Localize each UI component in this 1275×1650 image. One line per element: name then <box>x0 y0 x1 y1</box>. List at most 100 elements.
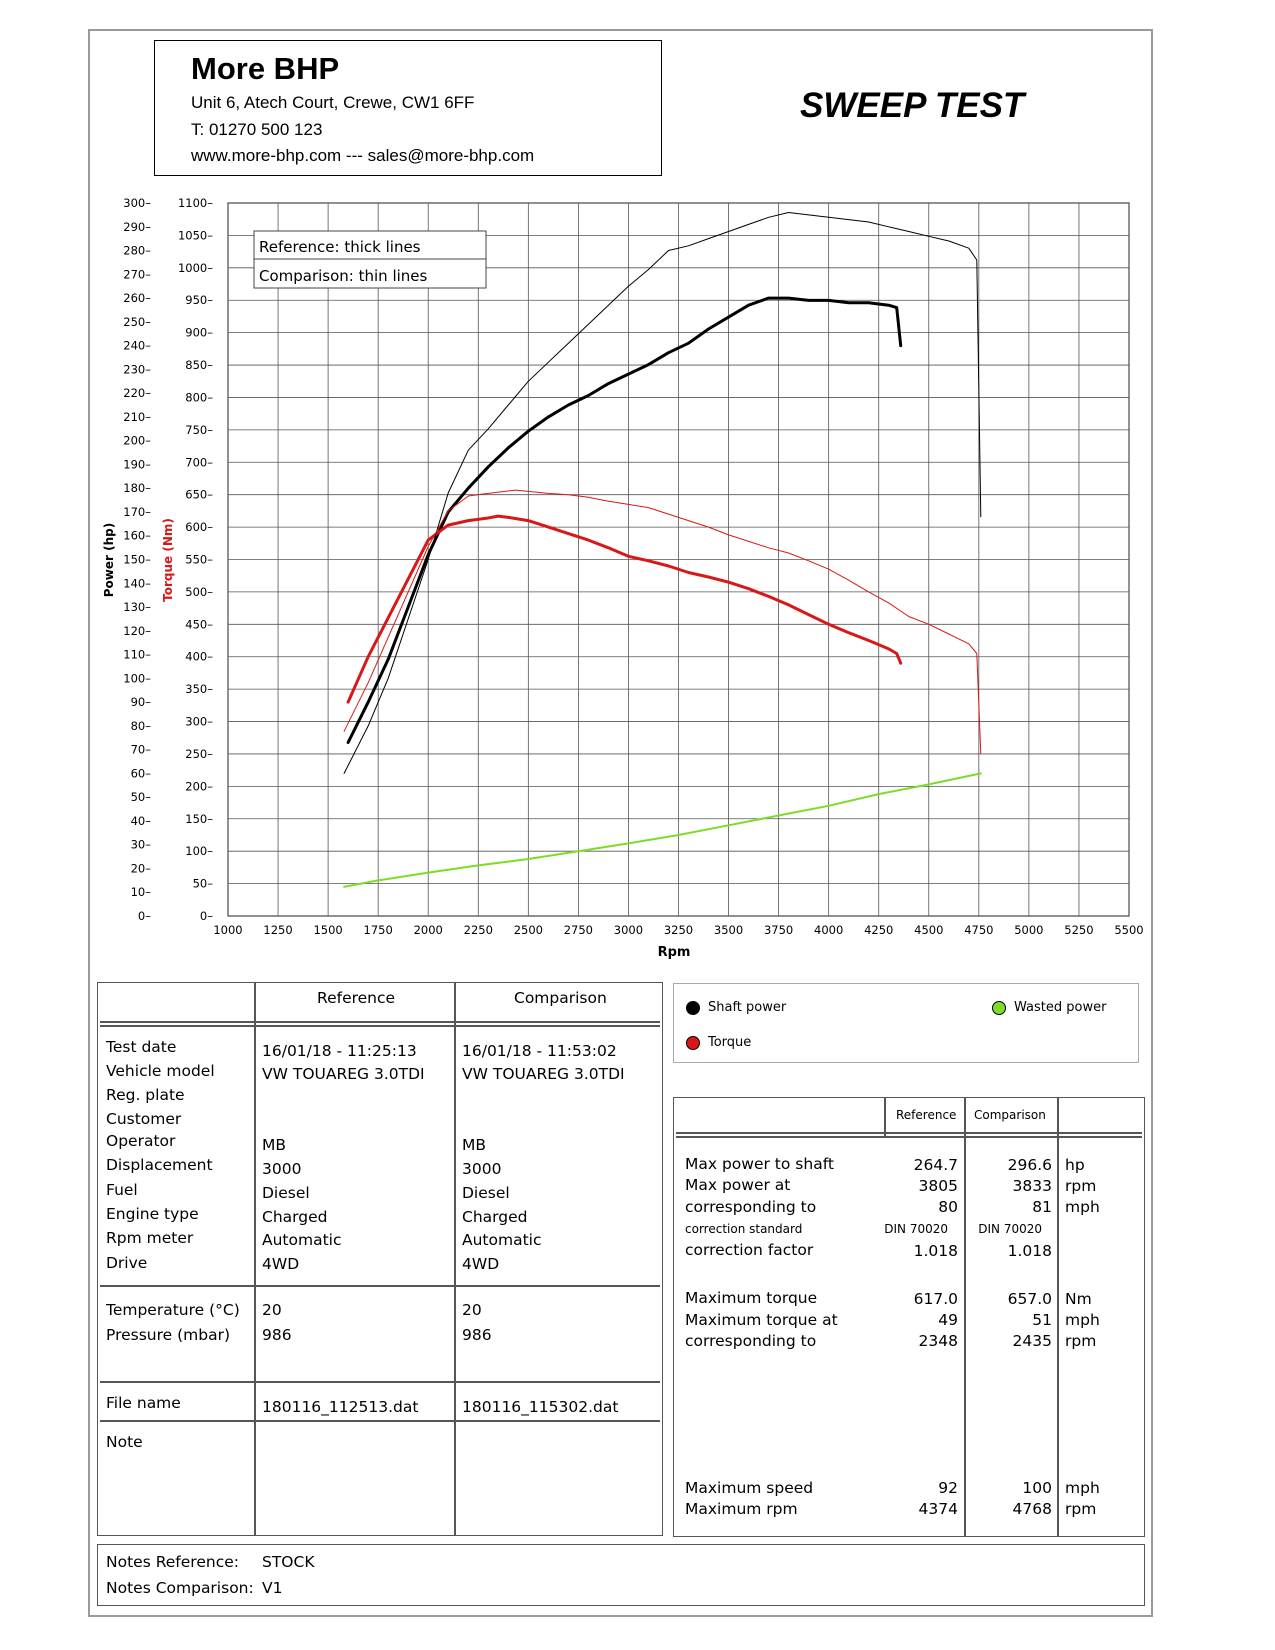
x-tick-label: 3250 <box>664 923 693 937</box>
notes-box: Notes Reference: STOCK Notes Comparison:… <box>97 1544 1145 1606</box>
ref-max-power-rpm: 3805 <box>918 1177 958 1195</box>
ref-max-torque: 617.0 <box>913 1290 958 1308</box>
label-temperature: Temperature (°C) <box>106 1301 240 1319</box>
cmp-test-date: 16/01/18 - 11:53:02 <box>462 1042 617 1060</box>
torque-tick-label: 900– <box>185 326 213 340</box>
cmp-power-speed: 81 <box>1032 1198 1052 1216</box>
label-correction-standard: correction standard <box>685 1222 803 1236</box>
label-max-power: Max power to shaft <box>685 1155 834 1173</box>
torque-tick-label: 200– <box>185 779 213 793</box>
torque-tick-label: 950– <box>185 293 213 307</box>
label-test-date: Test date <box>106 1038 177 1056</box>
power-tick-label: 230– <box>123 362 151 376</box>
power-tick-label: 120– <box>123 624 151 638</box>
series-legend: Shaft power Torque Wasted power <box>673 983 1139 1063</box>
x-tick-label: 3500 <box>714 923 743 937</box>
company-address: Unit 6, Atech Court, Crewe, CW1 6FF <box>191 93 475 112</box>
reference-shaft-power-line <box>346 296 903 744</box>
cmp-max-power: 296.6 <box>1007 1156 1052 1174</box>
ref-standard: DIN 70020 <box>884 1222 948 1236</box>
x-tick-label: 1250 <box>263 923 292 937</box>
power-tick-label: 0– <box>138 909 151 923</box>
ref-torque-speed: 49 <box>938 1311 958 1329</box>
notes-reference-label: Notes Reference: <box>106 1553 239 1571</box>
power-tick-label: 180– <box>123 481 151 495</box>
torque-tick-label: 350– <box>185 682 213 696</box>
notes-comparison-label: Notes Comparison: <box>106 1579 254 1597</box>
cmp-file-name: 180116_115302.dat <box>462 1398 619 1416</box>
power-tick-label: 40– <box>131 814 152 828</box>
ref-engine-type: Charged <box>262 1208 328 1226</box>
torque-tick-label: 600– <box>185 520 213 534</box>
torque-tick-label: 450– <box>185 617 213 631</box>
x-axis-label: Rpm <box>658 945 691 960</box>
legend-shaft-power: Shaft power <box>708 1000 787 1015</box>
label-rpm-meter: Rpm meter <box>106 1229 194 1247</box>
power-tick-label: 90– <box>131 695 152 709</box>
label-max-power-at: Max power at <box>685 1176 791 1194</box>
label-customer: Customer <box>106 1110 182 1128</box>
ref-displacement: 3000 <box>262 1160 302 1178</box>
x-tick-label: 4750 <box>964 923 993 937</box>
power-tick-label: 160– <box>123 529 151 543</box>
cmp-temperature: 20 <box>462 1301 482 1319</box>
x-tick-label: 2750 <box>564 923 593 937</box>
comparison-wasted-power-line <box>343 772 982 888</box>
ref-operator: MB <box>262 1136 287 1154</box>
unit-torque-rpm: rpm <box>1065 1332 1097 1350</box>
x-tick-label: 4000 <box>814 923 843 937</box>
legend-torque: Torque <box>708 1035 752 1050</box>
power-tick-label: 140– <box>123 576 151 590</box>
res-col-reference: Reference <box>896 1108 957 1122</box>
label-max-rpm: Maximum rpm <box>685 1500 798 1518</box>
torque-tick-label: 750– <box>185 423 213 437</box>
power-tick-label: 190– <box>123 457 151 471</box>
cmp-torque-rpm: 2435 <box>1012 1332 1052 1350</box>
label-fuel: Fuel <box>106 1181 138 1199</box>
report-title: SWEEP TEST <box>800 86 1025 125</box>
x-tick-label: 3750 <box>764 923 793 937</box>
unit-max-rpm: rpm <box>1065 1500 1097 1518</box>
label-max-torque-at: Maximum torque at <box>685 1311 838 1329</box>
label-power-corresponding: corresponding to <box>685 1198 817 1216</box>
unit-power-mph: mph <box>1065 1198 1100 1216</box>
power-tick-label: 240– <box>123 339 151 353</box>
x-tick-label: 2500 <box>514 923 543 937</box>
label-operator: Operator <box>106 1132 176 1150</box>
power-tick-label: 170– <box>123 505 151 519</box>
power-tick-label: 290– <box>123 220 151 234</box>
x-tick-label: 1000 <box>213 923 242 937</box>
torque-tick-label: 1100– <box>178 196 213 210</box>
ref-pressure: 986 <box>262 1326 292 1344</box>
res-col-comparison: Comparison <box>974 1108 1046 1122</box>
power-tick-label: 260– <box>123 291 151 305</box>
power-tick-label: 10– <box>131 885 152 899</box>
cmp-max-rpm: 4768 <box>1012 1500 1052 1518</box>
info-col-comparison: Comparison <box>514 989 607 1007</box>
line-key-reference: Reference: thick lines <box>259 238 421 256</box>
label-file-name: File name <box>106 1394 181 1412</box>
label-vehicle-model: Vehicle model <box>106 1062 215 1080</box>
torque-tick-label: 250– <box>185 747 213 761</box>
cmp-displacement: 3000 <box>462 1160 502 1178</box>
line-key-comparison: Comparison: thin lines <box>259 267 428 285</box>
cmp-torque-speed: 51 <box>1032 1311 1052 1329</box>
torque-tick-label: 50– <box>193 877 214 891</box>
cmp-operator: MB <box>462 1136 487 1154</box>
label-correction-factor: correction factor <box>685 1241 814 1259</box>
x-tick-label: 5500 <box>1114 923 1143 937</box>
x-tick-label: 5000 <box>1014 923 1043 937</box>
torque-tick-label: 100– <box>185 844 213 858</box>
company-header-box: More BHP Unit 6, Atech Court, Crewe, CW1… <box>154 40 662 176</box>
torque-tick-label: 550– <box>185 553 213 567</box>
torque-tick-label: 400– <box>185 650 213 664</box>
power-tick-label: 60– <box>131 766 152 780</box>
cmp-max-torque: 657.0 <box>1007 1290 1052 1308</box>
torque-tick-label: 150– <box>185 812 213 826</box>
cmp-max-speed: 100 <box>1022 1479 1052 1497</box>
ref-temperature: 20 <box>262 1301 282 1319</box>
x-tick-label: 2250 <box>464 923 493 937</box>
notes-comparison-value: V1 <box>262 1579 283 1597</box>
ref-factor: 1.018 <box>913 1242 958 1260</box>
ref-torque-rpm: 2348 <box>918 1332 958 1350</box>
